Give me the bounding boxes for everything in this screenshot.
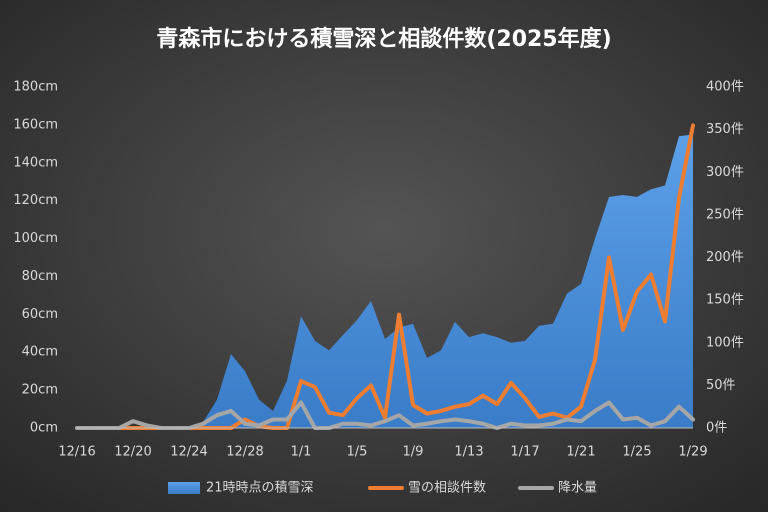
- y2-tick-label: 100件: [706, 335, 744, 350]
- y-tick-label: 40cm: [22, 345, 58, 360]
- legend-swatch: [168, 482, 200, 494]
- y-tick-label: 140cm: [13, 155, 58, 170]
- y2-tick-label: 150件: [706, 293, 744, 308]
- x-tick-label: 12/20: [114, 445, 151, 460]
- y-tick-label: 160cm: [13, 117, 58, 132]
- y2-tick-label: 400件: [706, 80, 744, 95]
- x-tick-label: 1/13: [454, 445, 483, 460]
- x-tick-label: 1/25: [622, 445, 651, 460]
- y2-tick-label: 250件: [706, 207, 744, 222]
- y-tick-label: 100cm: [13, 231, 58, 246]
- y-tick-label: 60cm: [22, 307, 58, 322]
- x-tick-label: 1/9: [403, 445, 424, 460]
- x-tick-label: 12/16: [58, 445, 95, 460]
- y2-tick-label: 350件: [706, 122, 744, 137]
- legend-label: 降水量: [558, 481, 597, 496]
- y-tick-label: 20cm: [22, 383, 58, 398]
- x-tick-label: 1/1: [291, 445, 312, 460]
- x-tick-label: 12/28: [226, 445, 263, 460]
- legend-label: 雪の相談件数: [408, 480, 486, 496]
- chart-title: 青森市における積雪深と相談件数(2025年度): [156, 26, 611, 52]
- y2-tick-label: 0件: [706, 421, 727, 436]
- x-tick-label: 1/21: [566, 445, 595, 460]
- y2-tick-label: 200件: [706, 250, 744, 265]
- area: [77, 134, 693, 428]
- y-tick-label: 80cm: [22, 269, 58, 284]
- y-tick-label: 180cm: [13, 80, 58, 95]
- x-tick-label: 1/17: [510, 445, 539, 460]
- legend-label: 21時時点の積雪深: [206, 481, 314, 496]
- x-tick-label: 1/5: [347, 445, 368, 460]
- y2-tick-label: 300件: [706, 165, 744, 180]
- y-tick-label: 0cm: [30, 421, 58, 436]
- x-tick-label: 1/29: [678, 445, 707, 460]
- y-tick-label: 120cm: [13, 193, 58, 208]
- y2-tick-label: 50件: [706, 378, 736, 393]
- x-tick-label: 12/24: [170, 445, 207, 460]
